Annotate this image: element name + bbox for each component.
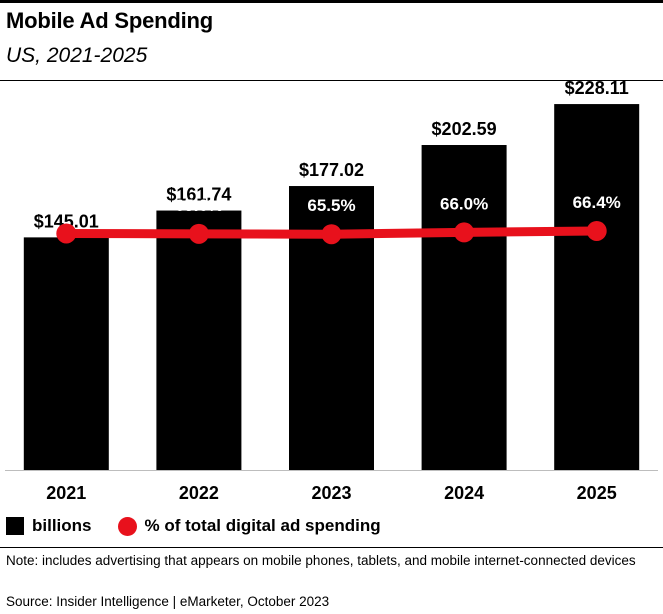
pct-point-2023: [321, 224, 342, 245]
footnote: Note: includes advertising that appears …: [6, 553, 636, 568]
pct-point-2022: [188, 223, 209, 244]
bar-2025: [554, 104, 640, 470]
mobile-ad-spending-chart: $145.01 $161.74 $177.02 $202.59 $228.11 65.7%…: [5, 78, 658, 503]
pct-value-label: 66.4%: [573, 193, 621, 212]
bar-2022: [156, 210, 242, 470]
x-tick-label: 2023: [311, 483, 351, 503]
pct-value-label: 65.6%: [175, 196, 223, 215]
pct-point-2025: [586, 220, 607, 241]
bar-2024: [421, 145, 507, 470]
legend-line-swatch: [117, 516, 137, 536]
legend: billions % of total digital ad spending: [6, 514, 381, 538]
bar-value-label: $228.11: [565, 78, 629, 98]
pct-point-2024: [454, 222, 475, 243]
legend-line-label: % of total digital ad spending: [144, 516, 381, 535]
top-rule: [0, 0, 663, 3]
source-line: Source: Insider Intelligence | eMarketer…: [6, 594, 330, 609]
header-rule: [0, 80, 663, 81]
bar-value-label: $177.02: [299, 160, 364, 180]
x-tick-label: 2025: [577, 483, 617, 503]
pct-value-label: 66.0%: [440, 194, 488, 213]
bar-value-label: $161.74: [166, 185, 231, 205]
pct-point-2021: [56, 223, 77, 244]
x-tick-label: 2021: [46, 483, 86, 503]
chart-subtitle: US, 2021-2025: [6, 44, 148, 67]
legend-bar-label: billions: [32, 516, 92, 535]
x-tick-label: 2024: [444, 483, 484, 503]
pct-value-label: 65.7%: [42, 195, 90, 214]
x-tick-label: 2022: [179, 483, 219, 503]
chart-title: Mobile Ad Spending: [6, 8, 214, 33]
pct-value-label: 65.5%: [307, 196, 355, 215]
bar-value-label: $202.59: [432, 119, 497, 139]
bar-2021: [23, 237, 109, 470]
legend-bar-swatch: [6, 517, 24, 535]
footer-rule: [0, 547, 663, 548]
bar-value-label: $145.01: [34, 211, 99, 231]
